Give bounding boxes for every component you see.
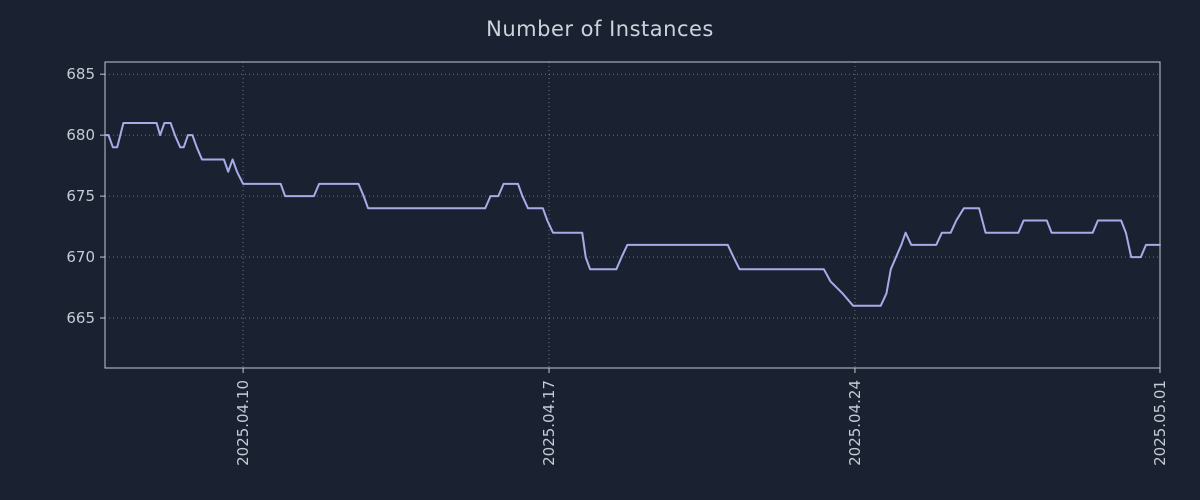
y-tick-label: 675	[66, 187, 95, 205]
x-tick-label: 2025.04.24	[846, 380, 864, 466]
y-tick-label: 670	[66, 248, 95, 266]
y-tick-label: 680	[66, 126, 95, 144]
y-tick-label: 685	[66, 65, 95, 83]
chart-title: Number of Instances	[486, 17, 714, 41]
x-tick-label: 2025.04.10	[234, 380, 252, 466]
y-tick-label: 665	[66, 309, 95, 327]
x-tick-label: 2025.05.01	[1151, 380, 1169, 466]
plot-border	[104, 61, 1161, 369]
x-tick-label: 2025.04.17	[540, 380, 558, 466]
data-line-instances	[104, 122, 1161, 307]
